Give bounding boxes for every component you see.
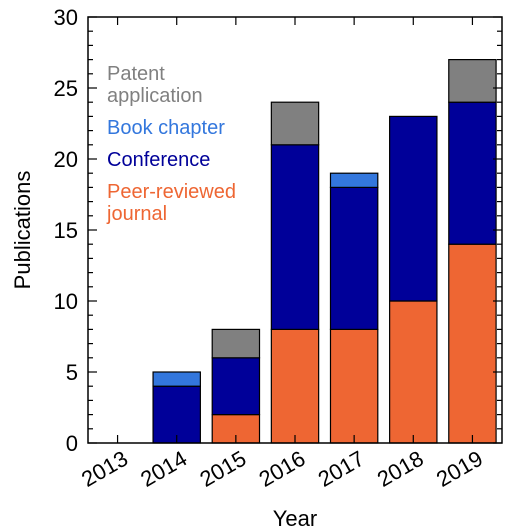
x-tick-label-2014: 2014 <box>136 446 191 492</box>
bar-2019-series-1 <box>448 101 497 245</box>
legend-entry-patent-application-line-1: application <box>107 85 203 107</box>
bar-2016-series-3 <box>270 101 320 146</box>
bar-layer <box>152 58 497 444</box>
y-tick-label-15: 15 <box>54 218 78 243</box>
bar-2017-series-0 <box>329 328 379 444</box>
x-tick-label-2013: 2013 <box>77 446 132 492</box>
bar-2014-series-2 <box>152 371 201 387</box>
legend-entry-conference-line-0: Conference <box>107 149 210 171</box>
y-tick-labels: 0 5 10 15 20 25 30 <box>54 5 78 456</box>
bar-2018-series-0 <box>389 300 438 444</box>
x-tick-label-2018: 2018 <box>373 446 428 492</box>
y-tick-label-5: 5 <box>66 360 78 385</box>
bar-2017-series-2 <box>329 172 379 188</box>
x-tick-label-2015: 2015 <box>195 446 250 492</box>
legend-entry-peer-reviewed-journal-line-0: Peer-reviewed <box>107 181 236 203</box>
legend-entry-patent-application-line-0: Patent <box>107 63 165 85</box>
x-axis-title: Year <box>273 506 317 531</box>
legend-entry-peer-reviewed-journal-line-1: journal <box>106 203 167 225</box>
bar-2019-series-0 <box>448 243 497 444</box>
legend-entry-book-chapter-line-0: Book chapter <box>107 117 225 139</box>
bar-2015-series-1 <box>211 357 261 416</box>
bar-2018-series-1 <box>389 115 438 302</box>
x-tick-label-2016: 2016 <box>255 446 310 492</box>
y-tick-label-20: 20 <box>54 147 78 172</box>
y-tick-label-30: 30 <box>54 5 78 30</box>
y-axis-title: Publications <box>10 171 35 290</box>
x-tick-label-2019: 2019 <box>432 446 487 492</box>
axis-ticks <box>88 16 502 444</box>
bar-2016-series-1 <box>270 144 320 331</box>
y-tick-label-0: 0 <box>66 431 78 456</box>
y-tick-label-25: 25 <box>54 76 78 101</box>
bar-2017-series-1 <box>329 186 379 330</box>
bar-2015-series-3 <box>211 328 261 359</box>
bar-2019-series-3 <box>448 58 497 103</box>
bar-2014-series-1 <box>152 385 201 444</box>
y-tick-label-10: 10 <box>54 289 78 314</box>
x-tick-label-2017: 2017 <box>314 446 369 492</box>
x-tick-labels: 2013 2014 2015 2016 2017 2018 2019 <box>77 446 487 492</box>
bar-2016-series-0 <box>270 328 320 444</box>
